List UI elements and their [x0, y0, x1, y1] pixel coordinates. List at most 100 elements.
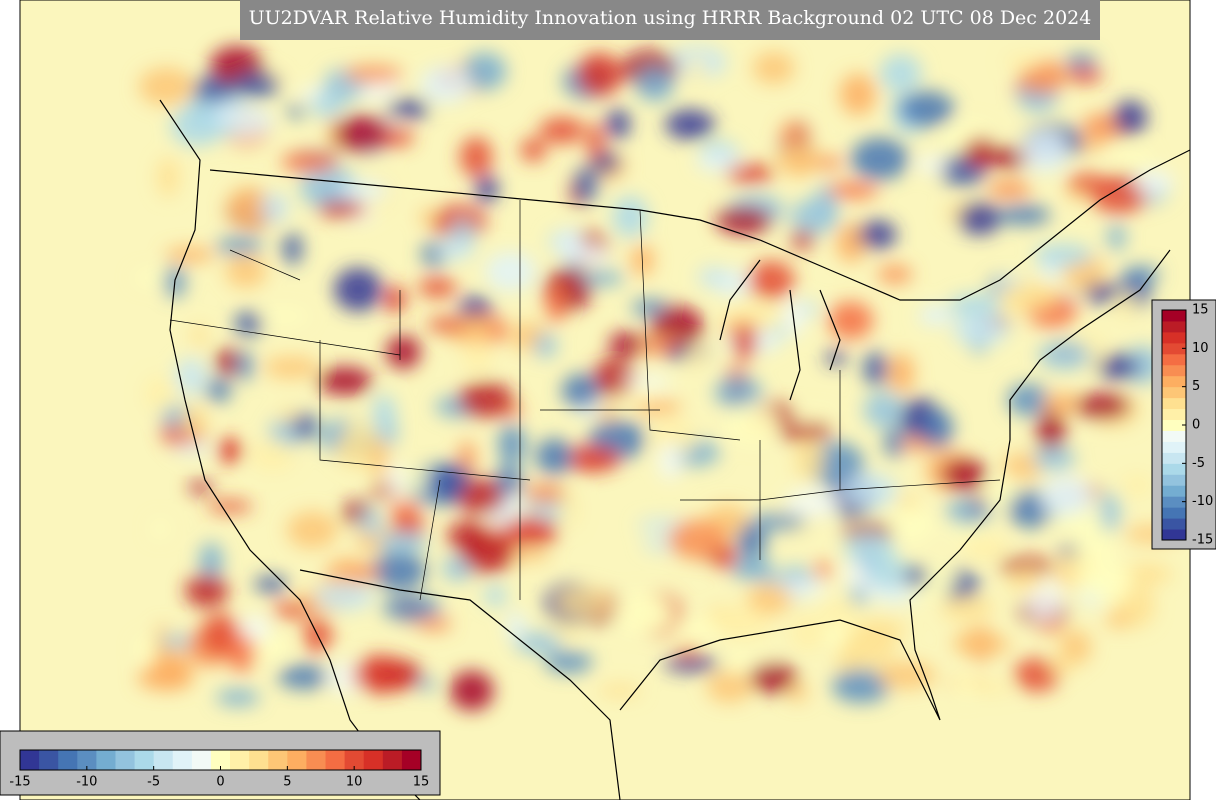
- field-blob: [1080, 561, 1134, 602]
- field-blob: [223, 444, 245, 458]
- field-blob: [664, 109, 715, 140]
- field-blob: [157, 157, 180, 198]
- field-blob: [457, 478, 505, 515]
- field-blob: [747, 583, 792, 615]
- field-blob: [752, 51, 795, 85]
- colorbar-segment: [191, 750, 212, 770]
- field-blob: [377, 532, 428, 554]
- field-blob: [1038, 341, 1092, 370]
- field-blob: [205, 378, 232, 402]
- colorbar-segment: [1162, 419, 1186, 431]
- field-blob: [415, 616, 452, 632]
- field-blob: [725, 164, 775, 183]
- field-blob: [314, 581, 375, 611]
- field-blob: [560, 226, 582, 265]
- title-box: [240, 0, 1100, 40]
- colorbar-segment: [268, 750, 288, 770]
- field-blob: [299, 166, 359, 210]
- field-blob: [955, 671, 975, 699]
- colorbars: -15 -10 -5 0 5 10 15 15 10 5 0 -5 -10 -15: [9, 303, 1213, 790]
- colorbar-segment: [58, 750, 78, 770]
- field-blob: [254, 575, 289, 593]
- field-blob: [731, 556, 774, 581]
- field-blob: [923, 409, 954, 448]
- field-blob: [138, 67, 194, 106]
- field-blob: [611, 592, 670, 633]
- colorbar-tick-label: -5: [1192, 456, 1205, 471]
- field-blob: [863, 391, 904, 429]
- canada-border: [209, 149, 1190, 301]
- field-blob: [535, 438, 573, 475]
- field-blob: [449, 670, 494, 711]
- field-blob: [899, 90, 955, 128]
- field-blob: [999, 282, 1059, 311]
- field-blob: [606, 108, 631, 140]
- field-blob: [877, 265, 913, 284]
- field-blob: [718, 604, 772, 640]
- field-blob: [727, 649, 751, 674]
- field-blob: [427, 317, 465, 333]
- field-blob: [435, 239, 475, 261]
- field-blob: [506, 610, 526, 643]
- field-blob: [495, 462, 523, 496]
- field-blob: [887, 353, 915, 394]
- colorbar-segment: [1162, 310, 1186, 322]
- field-blob: [826, 182, 879, 199]
- field-blob: [475, 175, 499, 204]
- field-blob: [715, 206, 773, 235]
- field-blob: [698, 266, 728, 288]
- field-blob: [663, 656, 720, 673]
- field-blob: [281, 151, 338, 173]
- field-blob: [1099, 492, 1120, 533]
- field-blob: [1121, 474, 1153, 497]
- field-blob: [1096, 354, 1140, 380]
- field-blob: [199, 542, 224, 581]
- colorbar-segment: [230, 750, 250, 770]
- field-blob: [1059, 629, 1092, 665]
- field-blob: [555, 587, 614, 618]
- field-blob: [317, 201, 367, 218]
- field-blob: [286, 511, 338, 549]
- field-blob: [635, 66, 675, 102]
- field-blob: [372, 394, 396, 434]
- colorbar-segment: [1162, 397, 1186, 410]
- field-blob: [839, 73, 877, 116]
- field-blob: [513, 632, 563, 654]
- colorbar-tick-label: 10: [1192, 341, 1209, 356]
- field-blob: [286, 105, 306, 118]
- field-blob: [726, 403, 781, 445]
- field-blob: [391, 515, 425, 536]
- field-blob: [520, 138, 547, 162]
- colorbar-segment: [153, 750, 174, 770]
- field-blob: [1041, 393, 1081, 415]
- colorbar-segment: [1162, 496, 1186, 508]
- field-blob: [165, 247, 215, 263]
- field-blob: [1004, 54, 1043, 70]
- colorbar-segment: [1162, 342, 1186, 355]
- field-blob: [714, 376, 762, 409]
- field-blob: [214, 348, 242, 376]
- field-blob: [794, 438, 824, 480]
- field-blob: [215, 689, 260, 706]
- field-blob: [182, 405, 207, 438]
- field-blob: [348, 565, 383, 579]
- field-blob: [587, 122, 605, 164]
- field-blob: [334, 267, 383, 312]
- colorbar-segment: [172, 750, 193, 770]
- colorbar-segment: [20, 750, 40, 770]
- field-blob: [497, 424, 527, 464]
- field-blob: [1041, 475, 1093, 516]
- colorbar-segment: [1162, 463, 1186, 475]
- field-blob: [207, 500, 253, 513]
- field-blob: [233, 72, 280, 98]
- field-blob: [418, 209, 439, 226]
- colorbar-segment: [1162, 518, 1186, 530]
- field-blob: [420, 65, 473, 104]
- colorbar-tick-label: -10: [76, 775, 97, 790]
- field-blob: [842, 472, 898, 509]
- field-blob: [787, 682, 808, 702]
- field-blob: [814, 562, 832, 578]
- colorbar-tick-label: -10: [1192, 494, 1213, 509]
- field-blob: [1064, 54, 1098, 68]
- field-blob: [380, 127, 414, 147]
